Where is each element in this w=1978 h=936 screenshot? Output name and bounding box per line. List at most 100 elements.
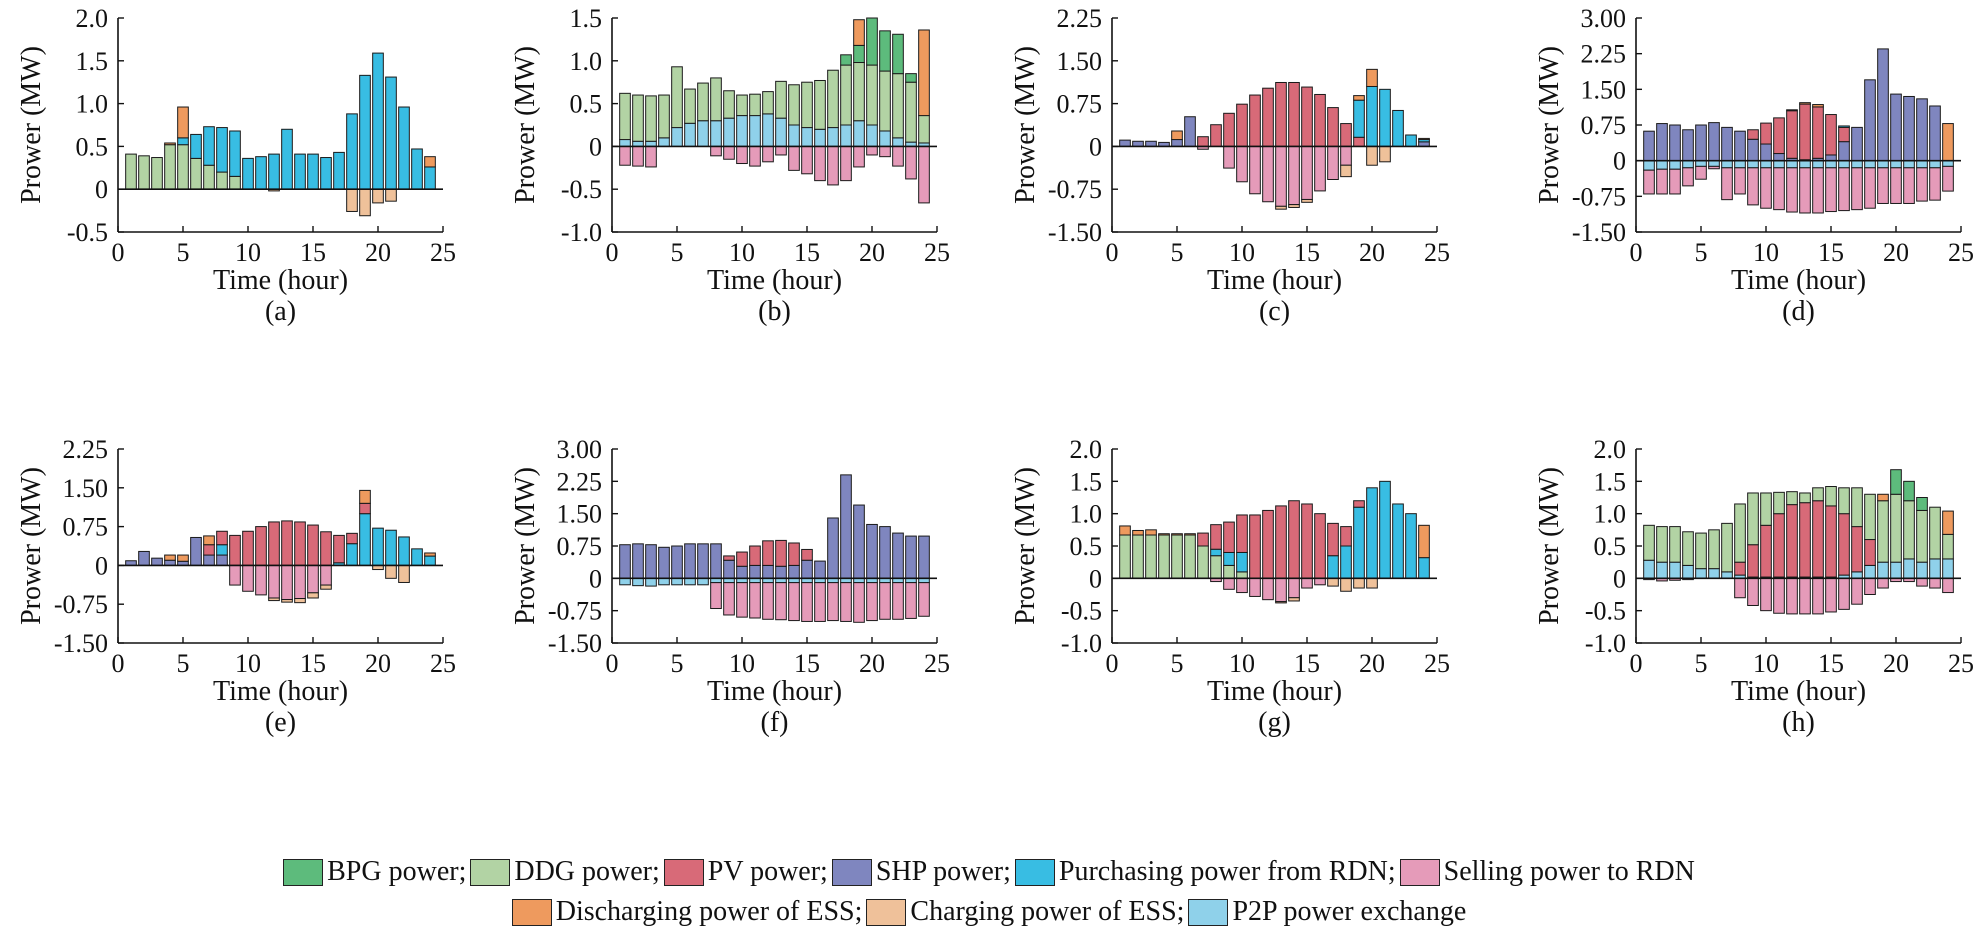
x-tick-label: 5	[1171, 238, 1184, 267]
bar-ddg-1	[1643, 524, 1655, 561]
bar-sell-12	[762, 582, 774, 620]
bar-ddg-10	[1236, 571, 1248, 579]
legend-swatch-charge	[866, 898, 907, 926]
bar-purchase-9	[1223, 551, 1235, 566]
bar-sell-9	[1223, 145, 1235, 169]
bar-sell-20	[1890, 167, 1902, 204]
x-tick-label: 15	[794, 649, 820, 678]
bar-ddg-4	[658, 94, 670, 139]
bar-pv-10	[736, 551, 748, 567]
panel-label: (g)	[1258, 707, 1291, 738]
legend-label-ddg: DDG power;	[514, 856, 660, 887]
bar-charge-18	[1340, 164, 1352, 178]
bar-sell-17	[827, 582, 839, 622]
legend-item-purchase: Purchasing power from RDN;	[1014, 856, 1396, 888]
bar-p2p-2	[632, 577, 644, 587]
bar-purchase-18	[1340, 545, 1352, 579]
bar-purchase-17	[333, 151, 345, 190]
bar-p2p-3	[1669, 160, 1681, 170]
bar-pv-11	[1249, 94, 1261, 147]
y-tick-label: 3.00	[1581, 4, 1627, 33]
bar-sell-14	[1288, 145, 1300, 206]
bar-pv-15	[1301, 503, 1313, 579]
y-tick-label: 0	[1089, 132, 1102, 161]
bar-sell-22	[892, 582, 904, 620]
bar-discharge-19	[1877, 493, 1889, 502]
bar-discharge-2	[1132, 529, 1144, 536]
bar-discharge-3	[1145, 529, 1157, 536]
x-tick-label: 10	[729, 649, 755, 678]
x-tick-label: 25	[1948, 649, 1974, 678]
bar-purchase-24	[424, 555, 436, 566]
bar-pv-17	[1327, 107, 1339, 147]
bar-sell-20	[866, 582, 878, 622]
bar-p2p-14	[788, 124, 800, 147]
bar-p2p-23	[1929, 160, 1941, 169]
bar-p2p-1	[619, 577, 631, 586]
x-tick-label: 0	[1630, 238, 1643, 267]
bar-purchase-24	[424, 166, 436, 190]
bar-purchase-11	[255, 156, 267, 190]
y-tick-label: -0.5	[1061, 597, 1102, 626]
y-tick-label: -0.75	[1572, 182, 1626, 211]
legend-swatch-ddg	[470, 858, 511, 886]
bar-sell-2	[1656, 168, 1668, 195]
bar-sell-3	[645, 145, 657, 168]
legend-label-shp: SHP power;	[875, 856, 1011, 887]
bar-discharge-4	[164, 554, 176, 561]
y-tick-label: 2.25	[1581, 40, 1627, 69]
bar-ddg-9	[229, 175, 241, 190]
x-tick-label: 0	[606, 649, 619, 678]
bar-p2p-7	[1721, 160, 1733, 169]
bar-sell-9	[1747, 577, 1759, 606]
bar-charge-12	[268, 597, 280, 602]
bar-purchase-5	[177, 137, 189, 146]
bar-purchase-18	[346, 113, 358, 190]
bar-p2p-6	[684, 122, 696, 147]
bar-sell-13	[1275, 577, 1287, 603]
bar-sell-10	[1760, 577, 1772, 612]
bar-pv-12	[762, 540, 774, 566]
bar-discharge-24	[1418, 524, 1430, 559]
y-tick-label: 1.0	[1594, 500, 1627, 529]
bar-ddg-21	[879, 70, 891, 132]
legend-label-p2p: P2P power exchange	[1232, 896, 1467, 927]
bar-sell-17	[1851, 577, 1863, 605]
bar-ddg-9	[1223, 564, 1235, 579]
bar-p2p-24	[1942, 558, 1954, 579]
y-tick-label: 0	[589, 132, 602, 161]
bar-pv-16	[1838, 126, 1850, 143]
bar-sell-13	[1799, 167, 1811, 214]
bar-p2p-20	[866, 124, 878, 147]
bar-shp-2	[632, 543, 644, 579]
bar-p2p-4	[658, 577, 670, 586]
bar-sell-14	[788, 145, 800, 171]
bar-bpg-21	[879, 30, 891, 72]
x-tick-label: 25	[430, 649, 456, 678]
bar-shp-3	[645, 544, 657, 579]
bar-ddg-6	[684, 88, 696, 124]
bar-purchase-12	[268, 153, 280, 190]
bar-pv-9	[1223, 521, 1235, 553]
bar-ddg-12	[1786, 491, 1798, 506]
bar-discharge-19	[359, 489, 371, 504]
bar-shp-19	[853, 504, 865, 579]
bar-ddg-5	[1171, 534, 1183, 579]
bar-sell-18	[840, 582, 852, 622]
bar-purchase-18	[346, 543, 358, 566]
bar-discharge-24	[424, 552, 436, 557]
x-axis-label: Time (hour)	[1207, 265, 1342, 296]
bar-purchase-15	[307, 153, 319, 190]
bar-shp-11	[749, 564, 761, 579]
bar-ddg-7	[203, 164, 215, 190]
bar-pv-10	[1236, 514, 1248, 553]
bar-pv-13	[281, 520, 293, 566]
bar-pv-13	[775, 539, 787, 567]
bar-p2p-21	[879, 130, 891, 147]
x-tick-label: 0	[606, 238, 619, 267]
bar-shp-17	[827, 517, 839, 579]
bar-pv-7	[1197, 136, 1209, 147]
bar-p2p-16	[1838, 160, 1850, 169]
